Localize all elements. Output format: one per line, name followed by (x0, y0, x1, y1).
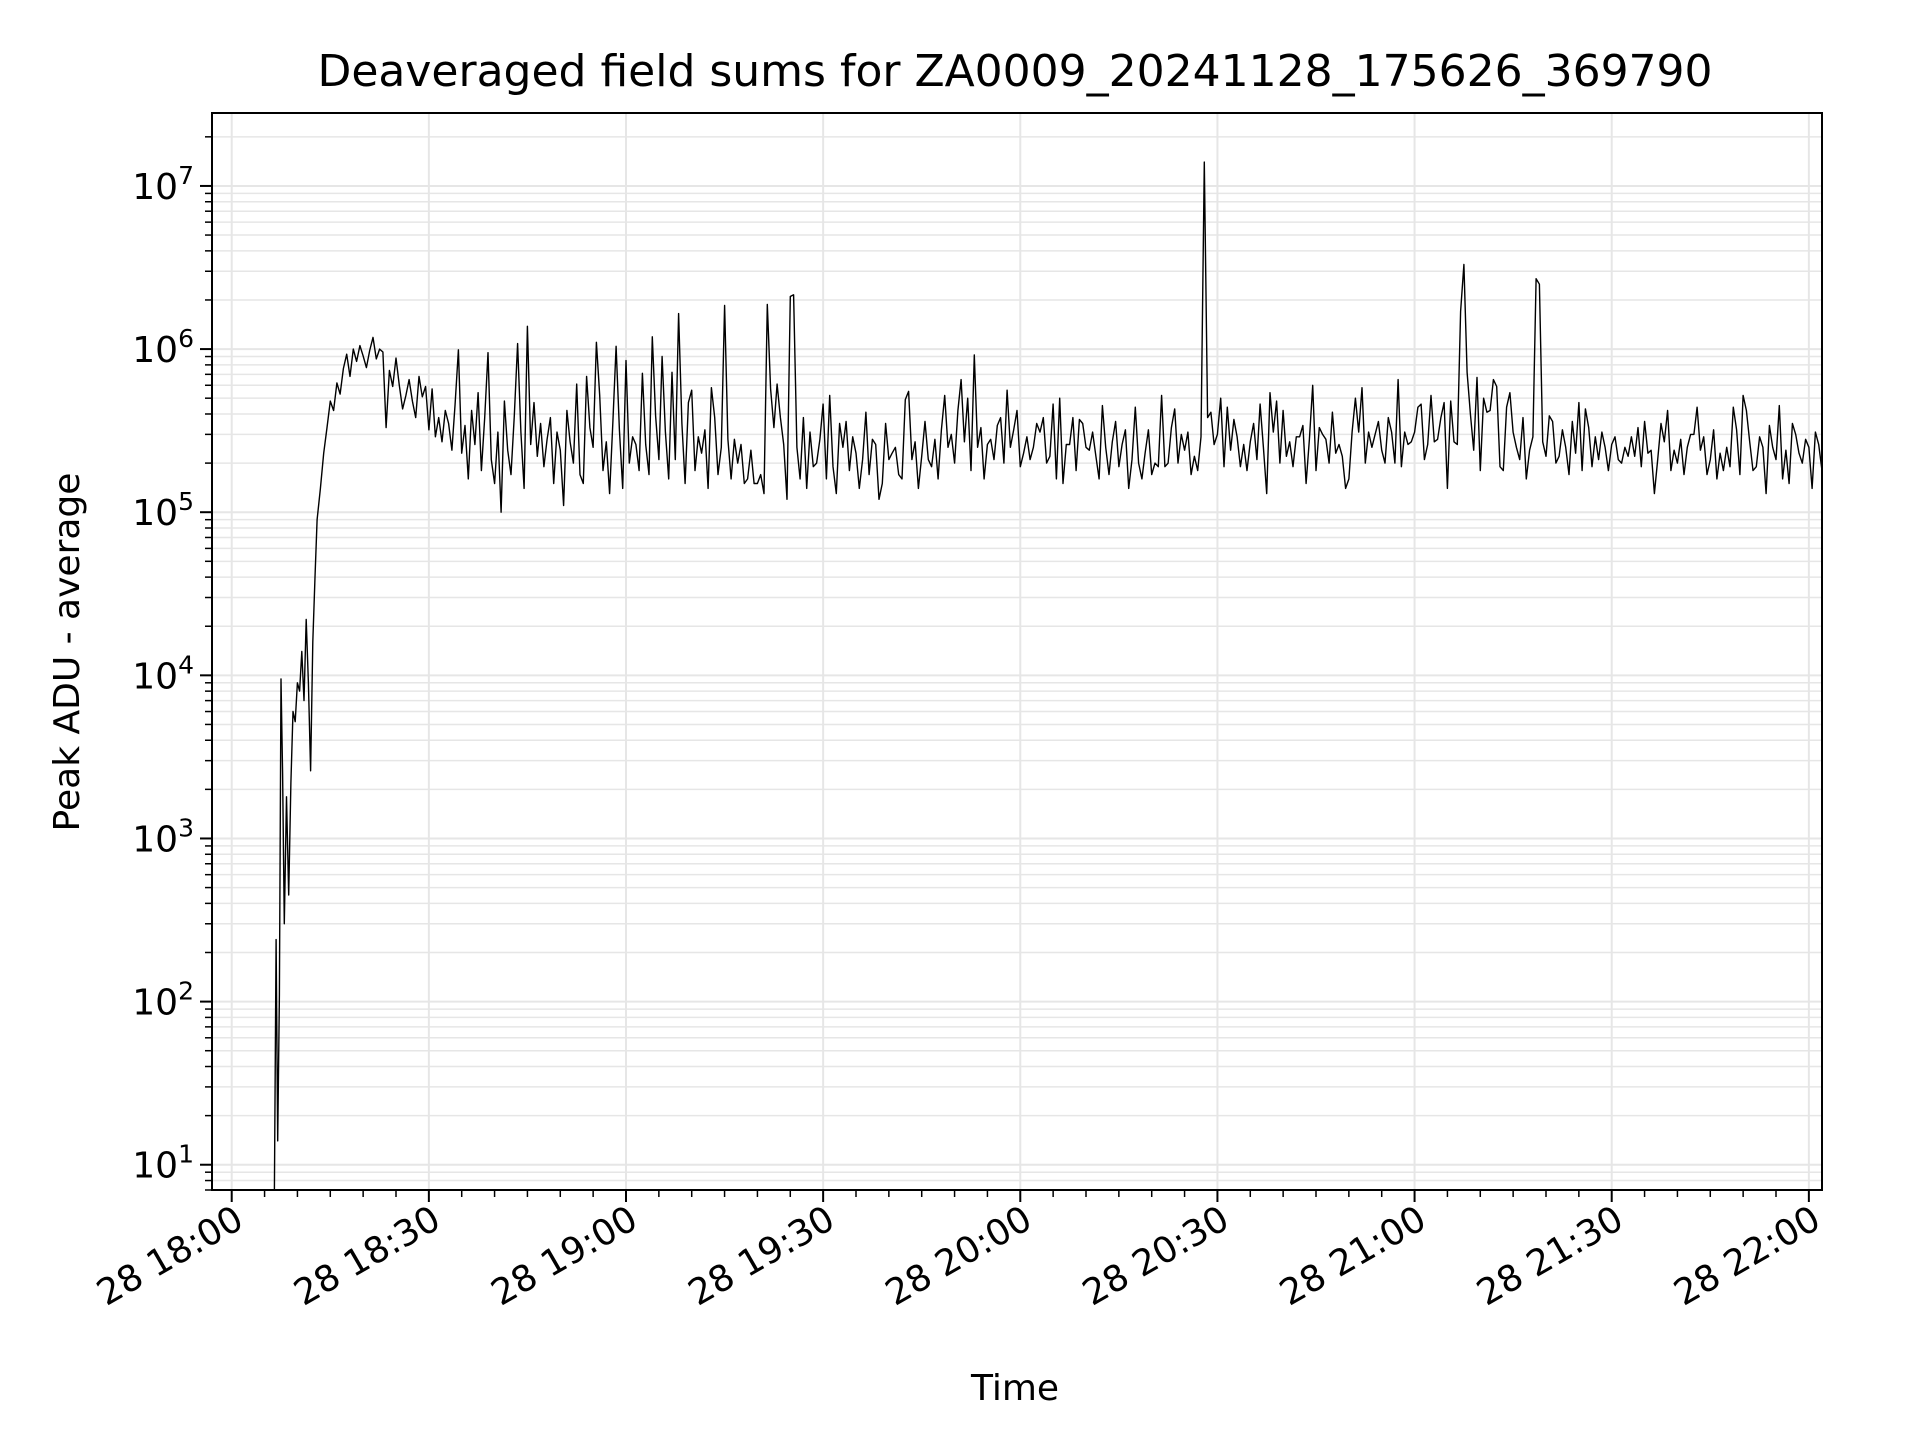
x-axis-label: Time (970, 1368, 1059, 1409)
y-tick-label: 105 (132, 487, 194, 534)
y-tick-label: 103 (132, 813, 194, 860)
y-tick-label: 104 (132, 650, 194, 697)
y-axis-label: Peak ADU - average (47, 473, 88, 832)
plot-frame (211, 112, 1823, 1191)
chart-title: Deaveraged field sums for ZA0009_2024112… (317, 46, 1712, 97)
series-line (273, 161, 1823, 1191)
y-axis: 101 102 103 104 105 106 107 (132, 136, 212, 1191)
y-tick-label: 101 (132, 1140, 194, 1187)
y-tick-label: 102 (132, 977, 194, 1024)
y-tick-label: 107 (132, 161, 194, 208)
grid (212, 113, 1822, 1191)
y-tick-label: 106 (132, 324, 194, 371)
series-layer (273, 161, 1823, 1191)
